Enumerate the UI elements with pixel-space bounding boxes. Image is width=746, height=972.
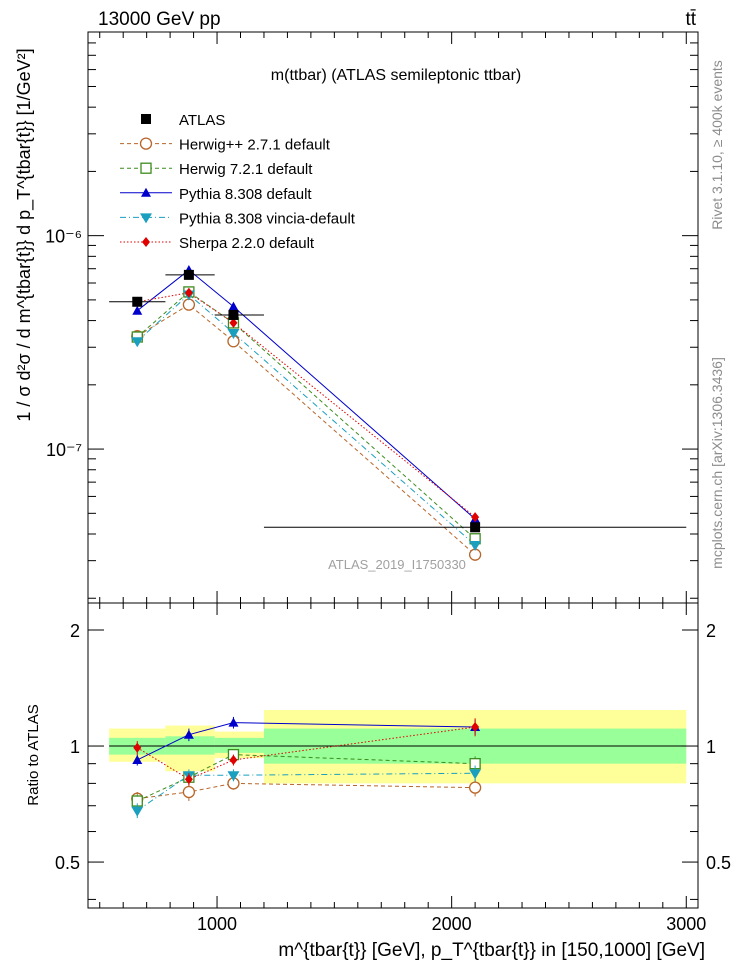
x-tick-label: 3000 — [666, 914, 706, 934]
ratio-panel: 0.5 0.5 1 1 2 2 1000 2000 3000 — [55, 602, 731, 934]
legend-entry-label: Sherpa 2.2.0 default — [179, 235, 315, 252]
data-point — [470, 522, 481, 533]
legend-entry-label: Pythia 8.308 vincia-default — [179, 210, 356, 227]
watermark: ATLAS_2019_I1750330 — [328, 557, 466, 572]
main-series-marker — [182, 298, 196, 311]
main-y-tick-label: 10⁻⁷ — [46, 440, 82, 460]
data-point — [183, 269, 194, 280]
header-right-label: tt̄ — [685, 9, 696, 30]
ratio-uncertainty-bands — [109, 710, 687, 784]
legend-entry-label: ATLAS — [179, 112, 225, 129]
ratio-series-marker — [469, 769, 482, 780]
ratio-series-line — [137, 754, 476, 802]
ratio-series-markers — [131, 716, 482, 819]
ratio-y-tick-label: 2 — [70, 621, 80, 641]
legend: ATLAS Herwig++ 2.7.1 default Herwig 7.2.1 … — [120, 112, 356, 252]
main-series-marker — [132, 305, 143, 315]
legend-marker — [141, 114, 151, 124]
x-axis-label: m^{tbar{t}} [GeV], p_T^{tbar{t}} in [150… — [278, 940, 705, 961]
x-tick-label: 1000 — [197, 914, 237, 934]
ratio-series-marker — [468, 781, 482, 794]
ratio-y-tick-label-right: 2 — [706, 621, 716, 641]
ratio-y-axis-label: Ratio to ATLAS — [25, 704, 42, 805]
main-series-line — [136, 291, 476, 540]
legend-marker — [142, 237, 150, 247]
ratio-axis-ticks: 0.5 0.5 1 1 2 2 1000 2000 3000 — [55, 603, 731, 934]
ratio-frame — [87, 602, 699, 909]
data-point — [228, 309, 239, 320]
main-y-tick-label: 10⁻⁶ — [45, 227, 82, 247]
main-series-line — [136, 269, 476, 520]
ratio-series-marker — [229, 754, 238, 765]
x-tick-label: 2000 — [432, 914, 472, 934]
legend-marker — [140, 162, 152, 174]
main-series-marker — [131, 337, 144, 348]
main-series-line — [137, 304, 476, 556]
ratio-y-tick-label-right: 0.5 — [706, 853, 731, 873]
ratio-series-line — [136, 772, 476, 811]
ratio-series-lines — [136, 722, 476, 811]
ratio-series-marker — [184, 774, 193, 785]
data-point — [132, 296, 143, 307]
header-left-label: 13000 GeV pp — [98, 9, 221, 30]
legend-marker — [140, 213, 152, 224]
main-series-marker — [471, 512, 480, 523]
main-series-marker — [227, 328, 240, 339]
main-series-markers — [109, 265, 687, 561]
ratio-series-marker — [131, 806, 144, 817]
ratio-series-line — [137, 726, 476, 780]
legend-entry-label: Herwig++ 2.7.1 default — [179, 137, 331, 154]
ratio-series-line — [137, 782, 476, 800]
main-series-marker — [184, 287, 193, 298]
ratio-y-tick-label: 1 — [70, 737, 80, 757]
ratio-series-marker — [471, 722, 480, 733]
main-series-marker — [229, 317, 238, 328]
legend-marker — [139, 137, 153, 150]
main-series-line — [136, 293, 476, 546]
ratio-y-tick-label: 0.5 — [55, 853, 80, 873]
main-axis-ticks: 10⁻⁷ 10⁻⁶ — [45, 31, 698, 603]
ratio-stat-band — [214, 737, 264, 753]
main-series-lines — [136, 269, 476, 556]
ratio-y-tick-label-right: 1 — [706, 737, 716, 757]
legend-entry-label: Herwig 7.2.1 default — [179, 161, 313, 178]
ratio-series-line — [137, 722, 476, 761]
main-panel: 10⁻⁷ 10⁻⁶ — [45, 31, 699, 604]
main-series-marker — [228, 301, 239, 311]
main-series-line — [137, 292, 476, 518]
main-series-marker — [469, 541, 482, 552]
ratio-series-marker — [228, 717, 239, 727]
ratio-series-marker — [183, 729, 194, 739]
ratio-series-marker — [132, 754, 143, 764]
chart-title: m(ttbar) (ATLAS semileptonic ttbar) — [271, 67, 521, 84]
mcplots-label: mcplots.cern.ch [arXiv:1306.3436] — [709, 357, 725, 569]
ratio-series-marker — [227, 771, 240, 782]
ratio-series-marker — [133, 742, 142, 753]
legend-marker — [141, 187, 151, 197]
main-y-axis-label: 1 / σ d²σ / d m^{tbar{t}} d p_T^{tbar{t}… — [14, 48, 35, 421]
legend-entry-label: Pythia 8.308 default — [179, 186, 312, 203]
rivet-label: Rivet 3.1.10, ≥ 400k events — [709, 60, 725, 230]
ratio-series-marker — [182, 785, 196, 799]
ratio-stat-band — [165, 736, 215, 755]
